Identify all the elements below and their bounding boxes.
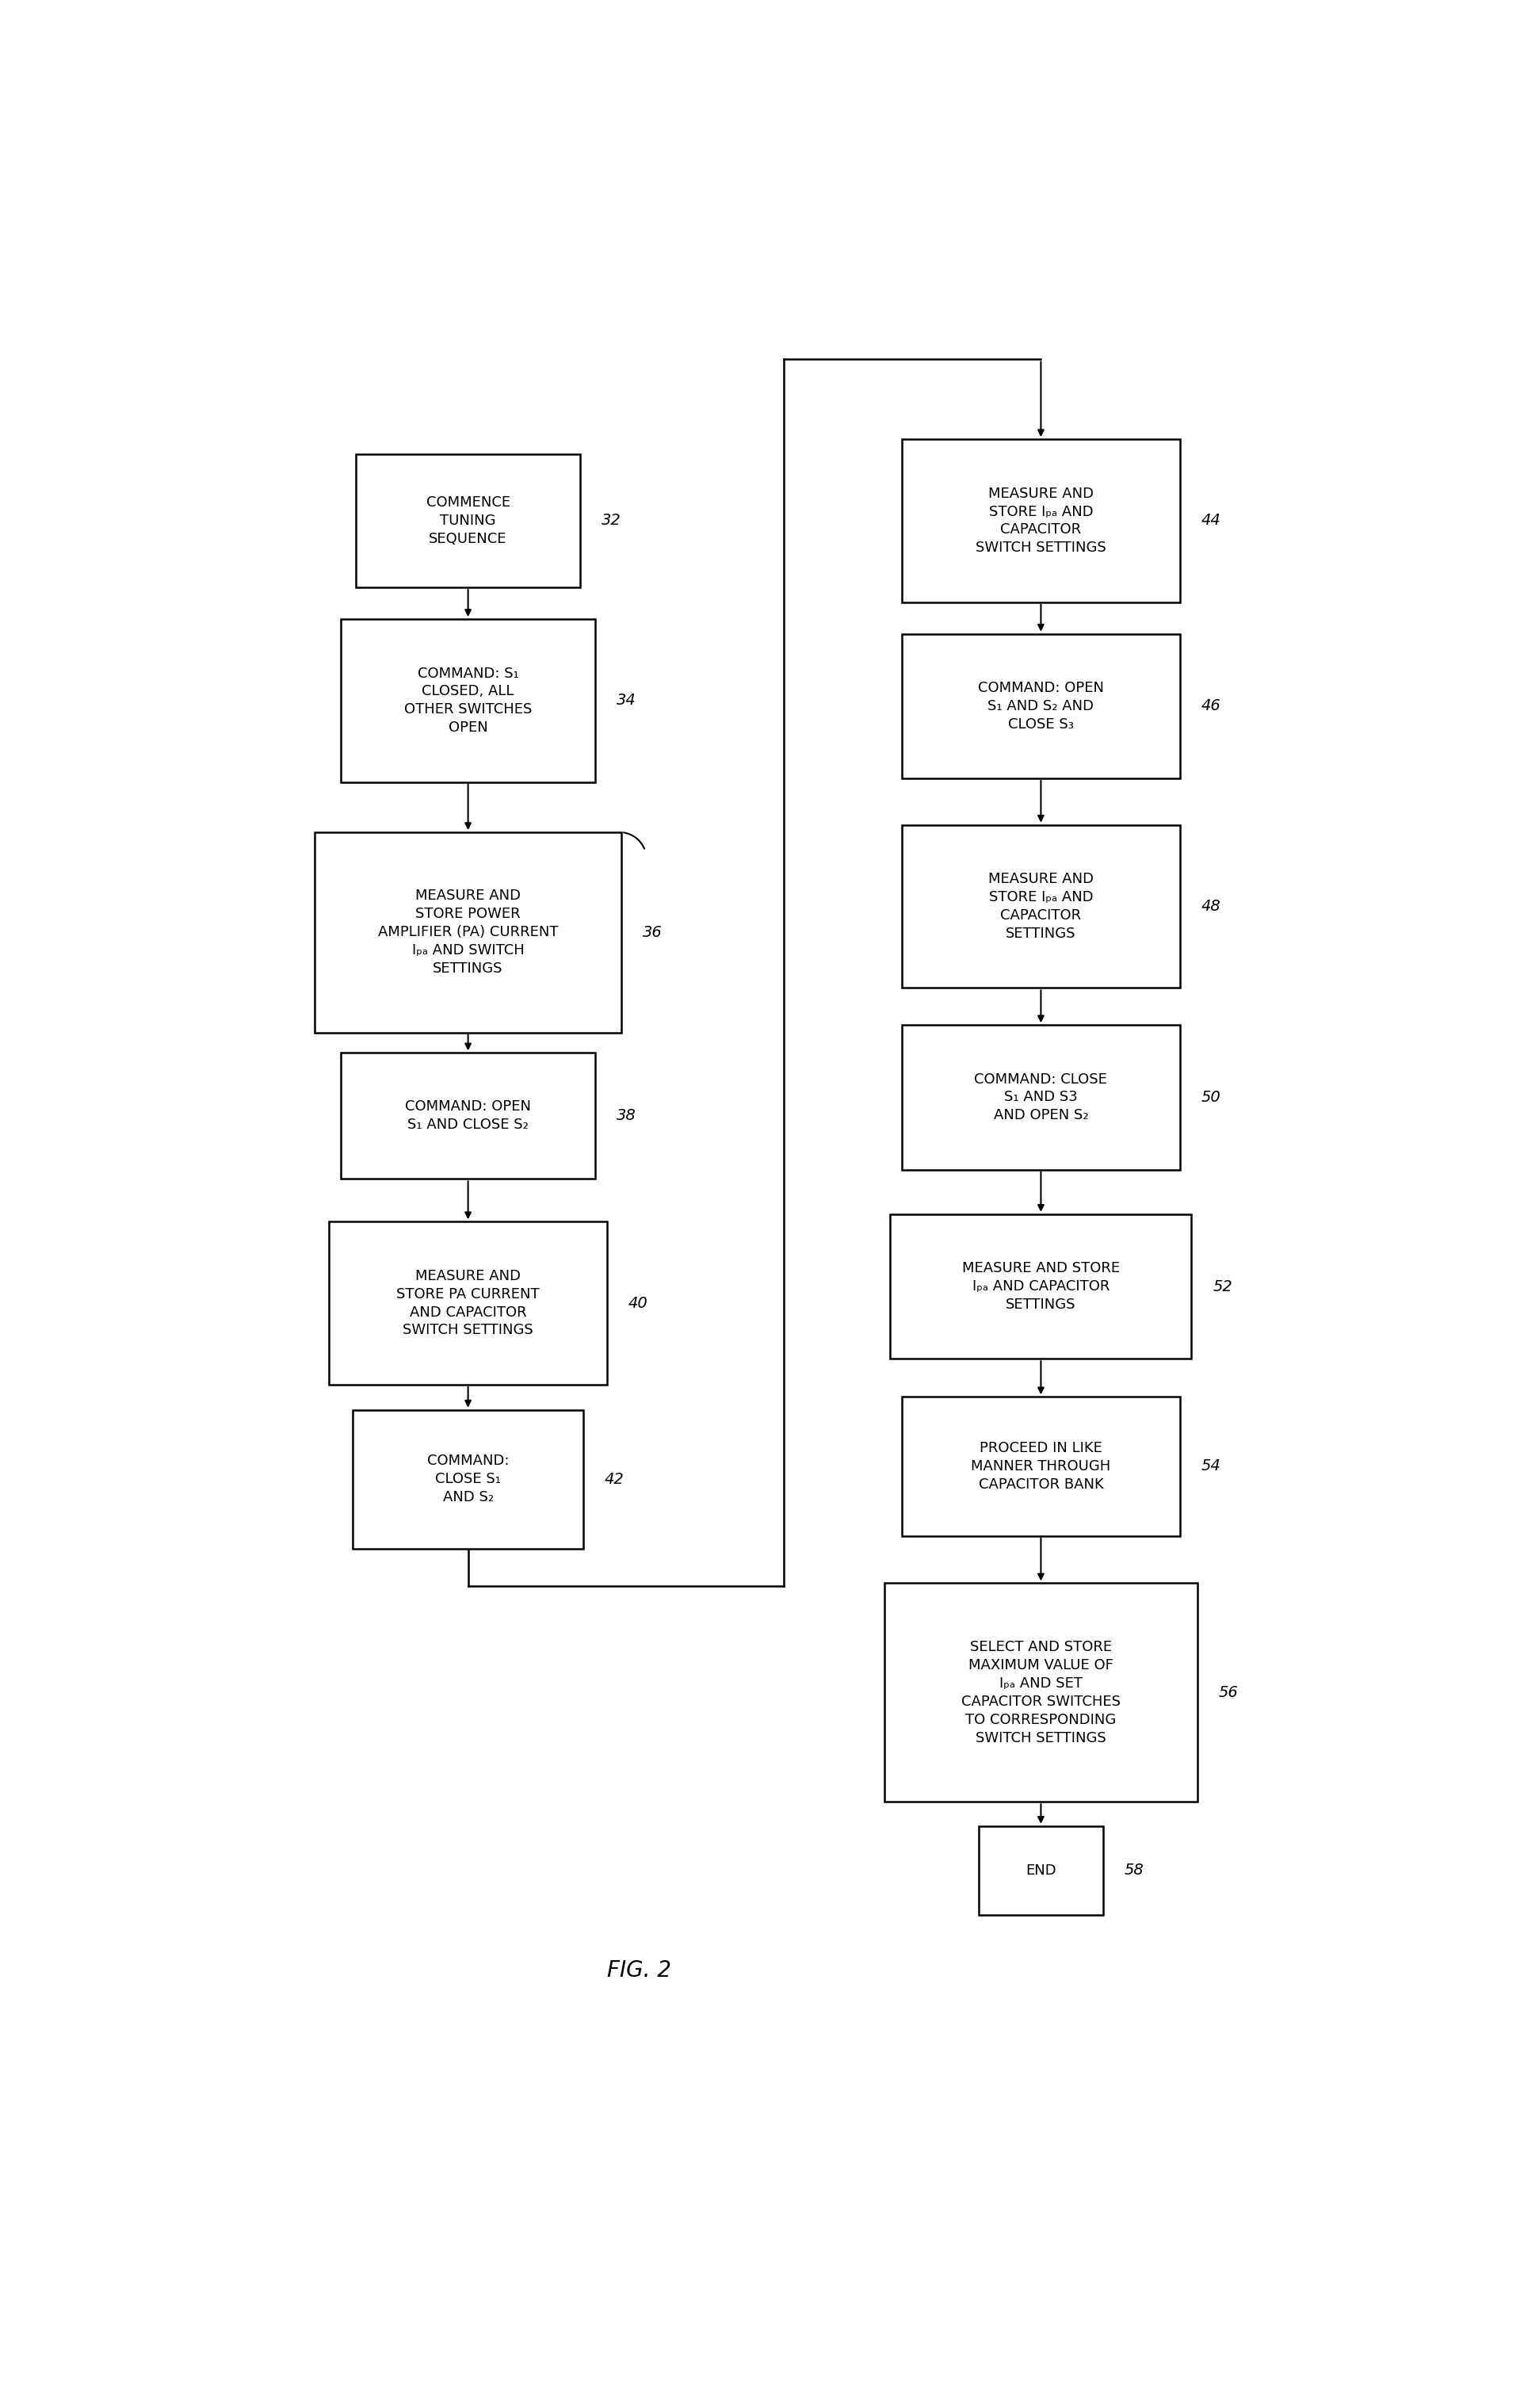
Bar: [890, 1214, 1192, 1358]
Bar: [314, 833, 622, 1033]
Text: COMMAND:
CLOSE S₁
AND S₂: COMMAND: CLOSE S₁ AND S₂: [427, 1454, 509, 1505]
Text: COMMENCE
TUNING
SEQUENCE: COMMENCE TUNING SEQUENCE: [427, 496, 511, 547]
Text: MEASURE AND
STORE PA CURRENT
AND CAPACITOR
SWITCH SETTINGS: MEASURE AND STORE PA CURRENT AND CAPACIT…: [396, 1269, 539, 1336]
Text: MEASURE AND
STORE Iₚₐ AND
CAPACITOR
SWITCH SETTINGS: MEASURE AND STORE Iₚₐ AND CAPACITOR SWIT…: [975, 486, 1106, 556]
Text: 48: 48: [1201, 898, 1221, 915]
Text: 46: 46: [1201, 698, 1221, 713]
Bar: [341, 619, 594, 783]
Text: 38: 38: [616, 1108, 636, 1125]
Text: 58: 58: [1125, 1864, 1145, 1878]
Text: 40: 40: [628, 1296, 648, 1310]
Text: COMMAND: OPEN
S₁ AND CLOSE S₂: COMMAND: OPEN S₁ AND CLOSE S₂: [405, 1100, 530, 1132]
Text: 42: 42: [605, 1471, 625, 1486]
Text: PROCEED IN LIKE
MANNER THROUGH
CAPACITOR BANK: PROCEED IN LIKE MANNER THROUGH CAPACITOR…: [971, 1440, 1111, 1491]
Bar: [902, 438, 1180, 602]
Text: MEASURE AND
STORE POWER
AMPLIFIER (PA) CURRENT
Iₚₐ AND SWITCH
SETTINGS: MEASURE AND STORE POWER AMPLIFIER (PA) C…: [378, 889, 558, 975]
Text: 56: 56: [1219, 1686, 1239, 1700]
Text: 34: 34: [616, 694, 636, 708]
Text: 52: 52: [1213, 1279, 1233, 1293]
Text: MEASURE AND
STORE Iₚₐ AND
CAPACITOR
SETTINGS: MEASURE AND STORE Iₚₐ AND CAPACITOR SETT…: [988, 872, 1094, 942]
Text: COMMAND: CLOSE
S₁ AND S3
AND OPEN S₂: COMMAND: CLOSE S₁ AND S3 AND OPEN S₂: [974, 1072, 1108, 1122]
Bar: [329, 1221, 607, 1385]
Text: SELECT AND STORE
MAXIMUM VALUE OF
Iₚₐ AND SET
CAPACITOR SWITCHES
TO CORRESPONDIN: SELECT AND STORE MAXIMUM VALUE OF Iₚₐ AN…: [962, 1640, 1120, 1746]
Text: FIG. 2: FIG. 2: [607, 1960, 672, 1982]
Text: COMMAND: S₁
CLOSED, ALL
OTHER SWITCHES
OPEN: COMMAND: S₁ CLOSED, ALL OTHER SWITCHES O…: [404, 667, 532, 734]
Text: END: END: [1026, 1864, 1056, 1878]
Text: 36: 36: [643, 925, 663, 939]
Bar: [357, 455, 581, 588]
Bar: [902, 1026, 1180, 1170]
Text: MEASURE AND STORE
Iₚₐ AND CAPACITOR
SETTINGS: MEASURE AND STORE Iₚₐ AND CAPACITOR SETT…: [962, 1262, 1120, 1312]
Text: 50: 50: [1201, 1091, 1221, 1105]
Bar: [884, 1582, 1198, 1801]
Bar: [902, 1397, 1180, 1536]
Bar: [902, 826, 1180, 987]
Bar: [978, 1825, 1103, 1914]
Bar: [341, 1052, 594, 1180]
Text: COMMAND: OPEN
S₁ AND S₂ AND
CLOSE S₃: COMMAND: OPEN S₁ AND S₂ AND CLOSE S₃: [978, 681, 1103, 732]
Text: 54: 54: [1201, 1459, 1221, 1474]
Text: 32: 32: [602, 513, 622, 527]
Text: 44: 44: [1201, 513, 1221, 527]
Bar: [902, 633, 1180, 778]
Bar: [354, 1409, 584, 1548]
